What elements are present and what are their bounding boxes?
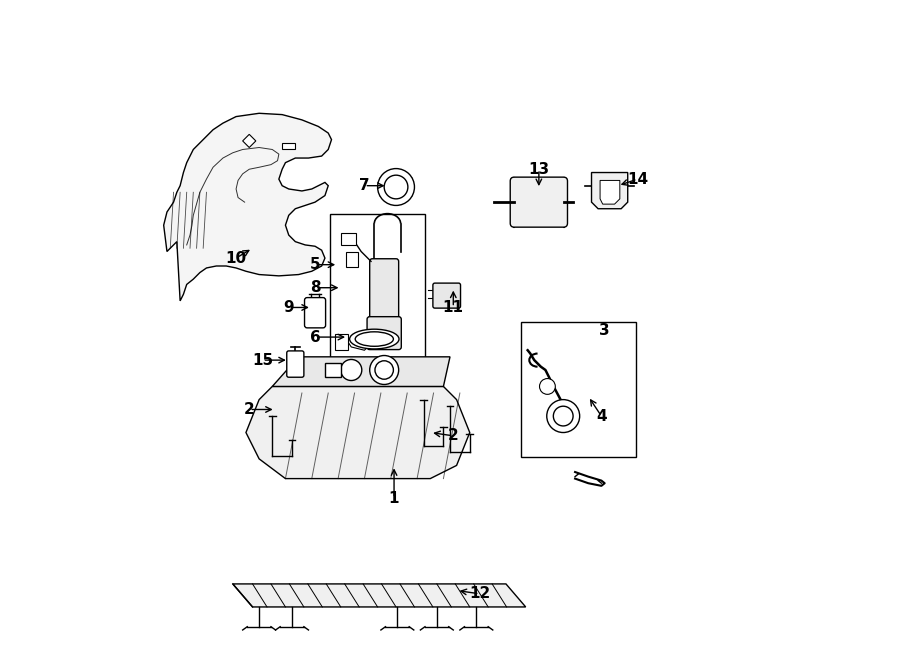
Polygon shape: [273, 357, 450, 387]
Text: 10: 10: [226, 251, 247, 266]
Text: 11: 11: [443, 300, 464, 315]
Circle shape: [384, 175, 408, 199]
FancyBboxPatch shape: [367, 317, 401, 350]
Polygon shape: [164, 113, 331, 301]
Circle shape: [378, 169, 415, 206]
FancyBboxPatch shape: [287, 351, 304, 377]
Text: 13: 13: [528, 162, 549, 176]
Text: 8: 8: [310, 280, 320, 295]
Circle shape: [539, 379, 555, 395]
Circle shape: [375, 361, 393, 379]
FancyBboxPatch shape: [510, 177, 568, 227]
Text: 4: 4: [596, 408, 607, 424]
Polygon shape: [591, 173, 627, 209]
FancyBboxPatch shape: [304, 297, 326, 328]
Text: 2: 2: [244, 402, 255, 417]
Bar: [521, 323, 636, 457]
Polygon shape: [283, 143, 295, 149]
Bar: [341, 233, 356, 245]
Text: 12: 12: [469, 586, 491, 602]
Polygon shape: [246, 387, 470, 479]
Circle shape: [341, 360, 362, 381]
FancyBboxPatch shape: [370, 258, 399, 323]
Circle shape: [370, 356, 399, 385]
Polygon shape: [233, 584, 526, 607]
Bar: [335, 334, 348, 350]
Circle shape: [547, 400, 580, 432]
Circle shape: [554, 407, 573, 426]
Polygon shape: [243, 134, 256, 147]
Polygon shape: [600, 180, 620, 204]
Bar: [330, 214, 426, 362]
Ellipse shape: [349, 329, 399, 349]
FancyBboxPatch shape: [433, 283, 461, 308]
Text: 9: 9: [284, 300, 294, 315]
Text: 14: 14: [627, 172, 648, 186]
Text: 1: 1: [389, 491, 400, 506]
Bar: [325, 364, 341, 377]
Text: 5: 5: [310, 257, 320, 272]
Text: 6: 6: [310, 330, 320, 344]
Ellipse shape: [356, 332, 393, 346]
Bar: [346, 253, 358, 266]
Text: 15: 15: [252, 352, 273, 368]
Text: 2: 2: [448, 428, 459, 444]
Text: 3: 3: [599, 323, 610, 338]
Text: 7: 7: [359, 178, 370, 193]
